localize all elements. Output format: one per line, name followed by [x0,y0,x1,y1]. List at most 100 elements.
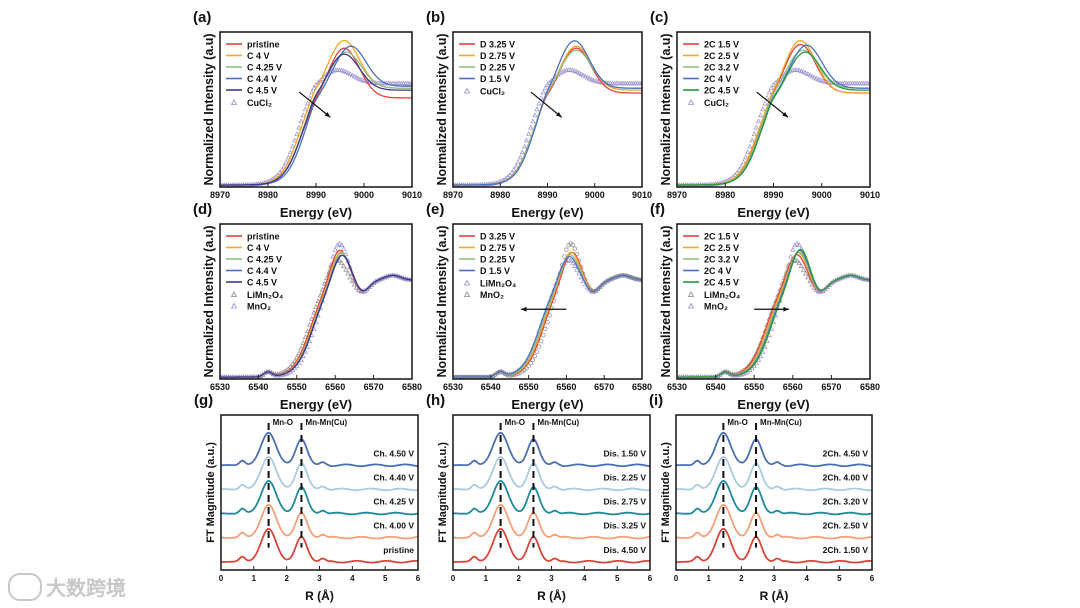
reference-marker [304,100,311,106]
reference-marker [564,247,569,252]
reference-marker [347,274,353,280]
legend-marker [230,291,238,297]
reference-marker [544,82,551,87]
reference-marker [536,344,542,349]
reference-marker [332,246,338,252]
series-label: 2Ch. 1.50 V [823,545,869,555]
series-label: Dis. 4.50 V [603,545,646,555]
x-tick-label: 6560 [556,382,576,392]
reference-marker [770,82,777,87]
legend-label: D 2.75 V [480,51,515,61]
series-label: pristine [383,545,414,555]
reference-marker [788,253,794,259]
reference-marker [339,67,345,73]
reference-marker [534,349,540,354]
reference-marker [562,254,567,259]
y-axis-label: FT Magnitude (a.u.) [660,442,672,543]
legend-label: C 4.4 V [247,266,277,276]
reference-marker [345,270,351,276]
plot-area [453,241,642,379]
x-tick-label: 8970 [210,190,230,200]
reference-marker [311,309,317,315]
x-tick-label: 4 [350,574,355,583]
legend-marker [463,291,471,297]
panel-i: (i) R (Å) FT Magnitude (a.u.) 0 1 2 3 4 5 6 2Ch. 4… [649,392,875,603]
reference-marker [805,274,811,280]
x-axis-label: Energy (eV) [280,205,352,220]
plot-frame [675,414,873,571]
reference-marker [298,345,304,351]
series-line-4 [676,527,872,564]
series-label: 2Ch. 4.50 V [823,448,869,458]
series-line-2 [221,479,418,516]
plot-frame [219,31,413,188]
y-axis-label: Normalized Intensity (a.u) [202,225,216,377]
x-tick-label: 3 [772,574,777,583]
x-tick-label: 6580 [402,382,422,392]
series-label: Ch. 4.40 V [373,472,414,482]
legend-label: D 1.5 V [480,266,510,276]
reference-marker [570,242,575,248]
reference-marker [300,112,306,118]
legend-label: D 2.25 V [480,255,515,265]
y-axis-label: Normalized Intensity (a.u) [435,33,449,185]
y-axis-label: Normalized Intensity (a.u) [202,33,216,185]
series-line-4 [677,248,870,378]
x-tick-label: 3 [549,574,554,583]
panel-c: (c) Energy (eV) Normalized Intensity (a.u)… [650,9,880,220]
panel-f: (f) Energy (eV) Normalized Intensity (a.u)… [650,201,880,412]
legend-label: pristine [247,40,280,50]
reference-marker [639,80,642,86]
x-axis-label: R (Å) [537,588,566,603]
reference-marker [528,124,534,130]
plot-area [453,431,650,564]
y-axis-label: Normalized Intensity (a.u) [435,225,449,377]
x-axis-label: Energy (eV) [511,205,583,220]
panel-label: (f) [650,201,665,218]
reference-marker [311,85,317,90]
reference-marker [538,94,544,100]
series-label: Dis. 1.50 V [603,448,646,458]
series-line-3 [453,503,650,540]
reference-marker [519,149,525,155]
reference-marker [339,242,345,247]
reference-marker [349,72,355,78]
reference-marker [572,246,577,251]
series-line-4 [221,527,418,564]
reference-marker [296,124,302,130]
x-tick-label: 5 [383,574,388,583]
legend-marker [463,87,471,94]
panel-label: (h) [426,392,445,409]
x-tick-label: 6570 [594,382,614,392]
reference-marker [811,74,817,80]
reference-marker [289,143,296,149]
reference-marker [570,67,576,73]
reference-marker [409,80,412,86]
reference-marker [347,71,353,76]
plot-frame [676,31,871,188]
x-tick-label: 6 [416,574,421,583]
legend-label: 2C 4.5 V [704,278,739,288]
legend-marker [687,291,695,297]
x-tick-label: 0 [451,574,456,583]
x-tick-label: 6540 [481,382,501,392]
reference-marker [283,159,289,165]
y-axis-label: Normalized Intensity (a.u) [659,225,673,377]
reference-marker [734,169,740,175]
reference-marker [766,89,772,95]
legend-label: D 1.5 V [480,74,510,84]
legend-marker [230,99,238,105]
reference-marker [523,137,530,143]
reference-marker [584,74,590,80]
trend-arrow [298,91,331,118]
reference-marker [530,357,535,363]
reference-marker [292,137,298,143]
series-label: Dis. 2.75 V [603,497,646,507]
legend-label: MnO₂ [704,302,728,312]
legend-marker [687,99,695,105]
reference-marker [279,166,285,172]
legend-label: C 4.25 V [247,63,282,73]
series-line-2 [676,479,872,516]
reference-marker [568,258,574,263]
reference-marker [606,278,611,283]
